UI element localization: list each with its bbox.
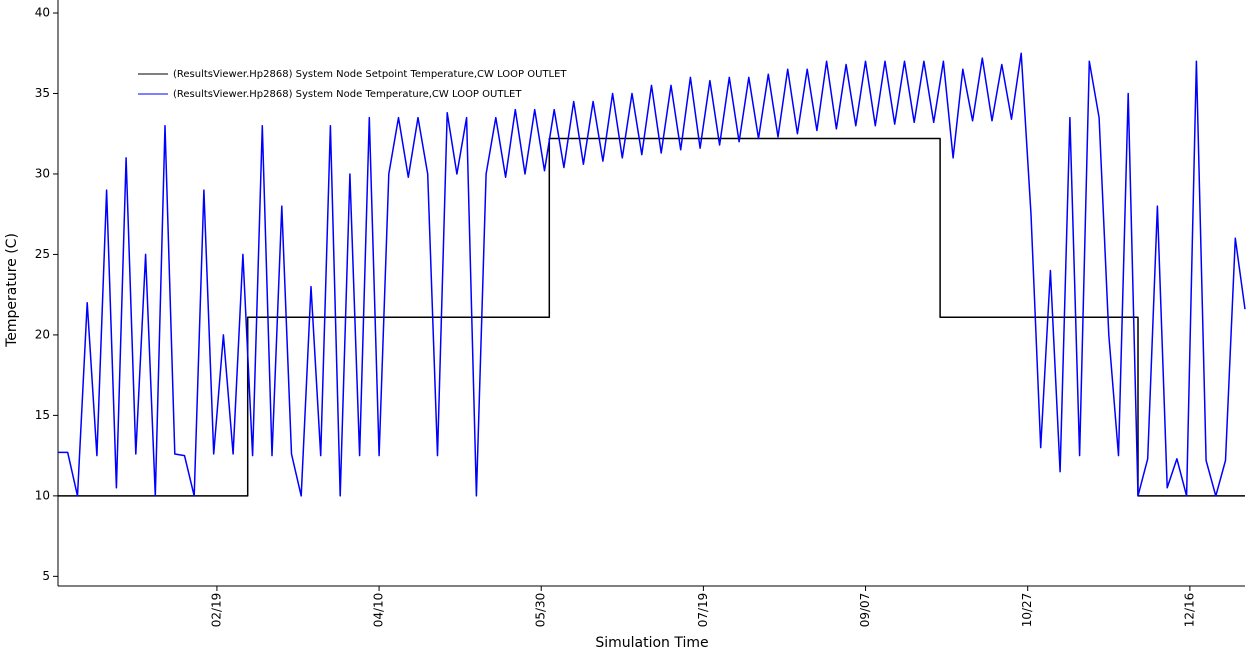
series-line xyxy=(58,52,1246,497)
x-tick-label: 04/10 xyxy=(372,593,386,628)
x-tick-label: 05/30 xyxy=(534,593,548,628)
legend-label: (ResultsViewer.Hp2868) System Node Setpo… xyxy=(173,69,567,80)
y-tick-label: 30 xyxy=(35,166,50,180)
y-tick-label: 20 xyxy=(35,327,50,341)
y-tick-label: 25 xyxy=(35,247,50,261)
y-tick-label: 35 xyxy=(35,86,50,100)
x-tick-label: 09/07 xyxy=(858,593,872,628)
y-tick-label: 10 xyxy=(35,488,50,502)
y-axis-title: Temperature (C) xyxy=(4,233,20,348)
series-line xyxy=(58,137,1245,497)
y-tick-label: 5 xyxy=(42,569,50,583)
x-tick-label: 02/19 xyxy=(209,593,223,628)
x-axis-title: Simulation Time xyxy=(595,635,708,651)
x-tick-label: 12/16 xyxy=(1182,593,1196,628)
legend-label: (ResultsViewer.Hp2868) System Node Tempe… xyxy=(173,89,522,100)
x-tick-label: 10/27 xyxy=(1020,593,1034,628)
y-tick-label: 15 xyxy=(35,408,50,422)
y-tick-label: 40 xyxy=(35,6,50,20)
x-tick-label: 07/19 xyxy=(696,593,710,628)
